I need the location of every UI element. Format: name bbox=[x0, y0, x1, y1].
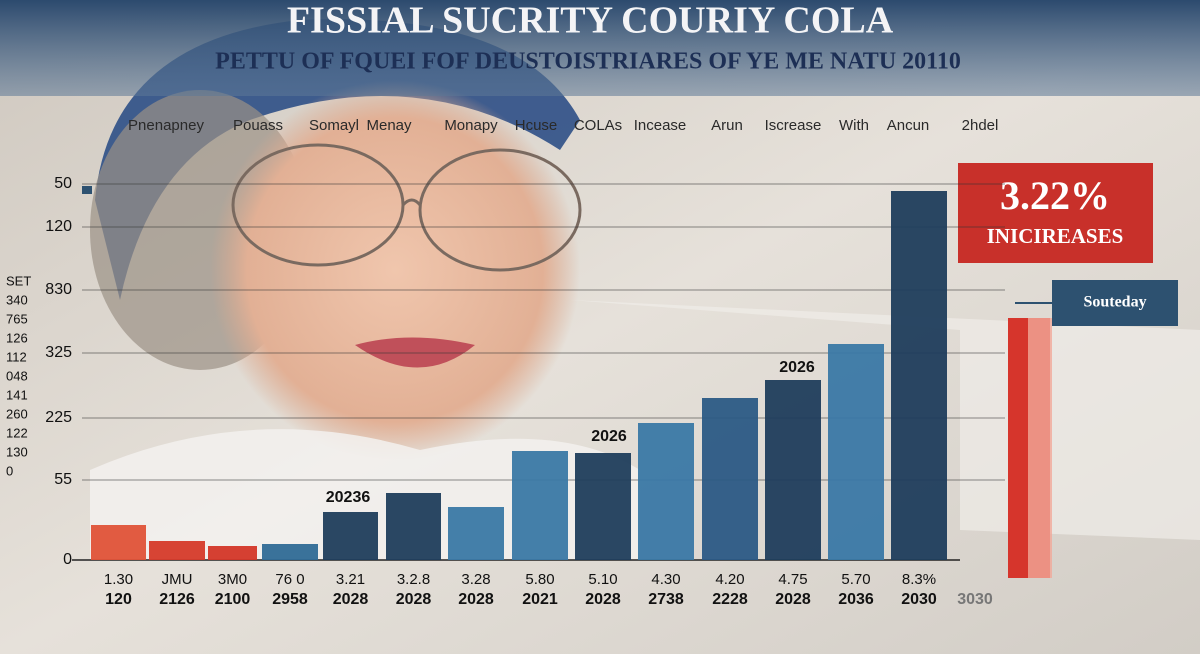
bar bbox=[638, 423, 694, 560]
bar-caption-year: 2126 bbox=[159, 591, 195, 608]
bar-caption-year: 2028 bbox=[396, 591, 432, 608]
axis-label: 830 bbox=[45, 281, 72, 298]
side-label: 048 bbox=[6, 368, 28, 383]
axis-label: 120 bbox=[45, 218, 72, 235]
column-header: Menay bbox=[366, 117, 412, 134]
bar-annotation: 2026 bbox=[591, 428, 627, 445]
face bbox=[210, 80, 580, 460]
tab-box bbox=[1052, 280, 1178, 326]
bar-caption: 4.30 bbox=[651, 571, 680, 588]
axis-label: 0 bbox=[63, 551, 72, 568]
bar-caption: 5.70 bbox=[841, 571, 870, 588]
side-label: 141 bbox=[6, 387, 28, 402]
bar-caption-year: 2028 bbox=[458, 591, 494, 608]
bar-annotation: 20236 bbox=[326, 489, 371, 506]
side-label: 130 bbox=[6, 444, 28, 459]
bar-annotation: 2026 bbox=[779, 359, 815, 376]
bar-caption-year: 2100 bbox=[215, 591, 251, 608]
column-header: COLAs bbox=[574, 117, 622, 134]
bar-caption: JMU bbox=[162, 571, 193, 588]
bar-caption-year: 2028 bbox=[333, 591, 369, 608]
column-header: 2hdel bbox=[962, 117, 999, 134]
bar bbox=[386, 493, 441, 560]
bar-caption-year: 2738 bbox=[648, 591, 684, 608]
bar-caption-year: 2030 bbox=[901, 591, 937, 608]
bar bbox=[448, 507, 504, 560]
column-header: Pnenapney bbox=[128, 117, 204, 134]
bar bbox=[702, 398, 758, 560]
axis-label: 225 bbox=[45, 409, 72, 426]
bar-caption: 8.3% bbox=[902, 571, 936, 588]
bar-caption-year: 120 bbox=[105, 591, 132, 608]
column-header: Ancun bbox=[887, 117, 930, 134]
column-header: Arun bbox=[711, 117, 743, 134]
tab-label: Souteday bbox=[1083, 294, 1146, 311]
bar bbox=[262, 544, 318, 560]
bar bbox=[149, 541, 205, 560]
bar-caption-year: 2958 bbox=[272, 591, 308, 608]
bar bbox=[891, 191, 947, 560]
side-label: 112 bbox=[6, 349, 27, 364]
column-header: Hcuse bbox=[515, 117, 558, 134]
bar-caption: 5.80 bbox=[525, 571, 554, 588]
callout-value: 3.22% bbox=[1000, 173, 1110, 218]
side-bar-highlight bbox=[1028, 318, 1052, 578]
bar bbox=[208, 546, 257, 560]
bar-caption-year: 2028 bbox=[775, 591, 811, 608]
callout-box bbox=[958, 163, 1153, 263]
header-band bbox=[0, 0, 1200, 96]
axis-marker bbox=[82, 186, 92, 194]
axis-label: 325 bbox=[45, 344, 72, 361]
bar-caption-extra: 3030 bbox=[957, 591, 993, 608]
bar-caption: 4.20 bbox=[715, 571, 744, 588]
axis-label: 50 bbox=[54, 175, 72, 192]
bar-caption: 1.30 bbox=[104, 571, 133, 588]
side-label: 340 bbox=[6, 292, 28, 307]
subtitle: PETTU OF FQUEI FOF DEUSTOISTRIARES OF YE… bbox=[215, 49, 961, 75]
bar-caption: 3.28 bbox=[461, 571, 490, 588]
bar-caption: 4.75 bbox=[778, 571, 807, 588]
column-header: With bbox=[839, 117, 869, 134]
bar bbox=[765, 380, 821, 560]
title: FISSIAL SUCRITY COURIY COLA bbox=[287, 0, 894, 42]
bar bbox=[828, 344, 884, 560]
side-label: 122 bbox=[6, 425, 28, 440]
bar-caption-year: 2036 bbox=[838, 591, 874, 608]
column-header: Incease bbox=[634, 117, 687, 134]
column-header: Somayl bbox=[309, 117, 359, 134]
glasses bbox=[231, 143, 582, 272]
side-label: 126 bbox=[6, 330, 28, 345]
bar-caption: 3.21 bbox=[336, 571, 365, 588]
side-label: 0 bbox=[6, 463, 13, 478]
column-header: Pouass bbox=[233, 117, 283, 134]
bar-caption-year: 2021 bbox=[522, 591, 558, 608]
side-label: 260 bbox=[6, 406, 28, 421]
bar-caption-year: 2028 bbox=[585, 591, 621, 608]
bar bbox=[512, 451, 568, 560]
bar bbox=[323, 512, 378, 560]
bar bbox=[575, 453, 631, 560]
bar-caption: 3M0 bbox=[218, 571, 247, 588]
column-header: Monapy bbox=[444, 117, 498, 134]
bar-caption-year: 2228 bbox=[712, 591, 748, 608]
bar-caption: 5.10 bbox=[588, 571, 617, 588]
callout-label: INICIREASES bbox=[987, 224, 1124, 248]
column-header: Iscrease bbox=[765, 117, 822, 134]
side-label: 765 bbox=[6, 311, 28, 326]
bar-caption: 76 0 bbox=[275, 571, 304, 588]
axis-label: 55 bbox=[54, 471, 72, 488]
side-label: SET bbox=[6, 273, 31, 288]
bar bbox=[91, 525, 146, 560]
bar-caption: 3.2.8 bbox=[397, 571, 430, 588]
